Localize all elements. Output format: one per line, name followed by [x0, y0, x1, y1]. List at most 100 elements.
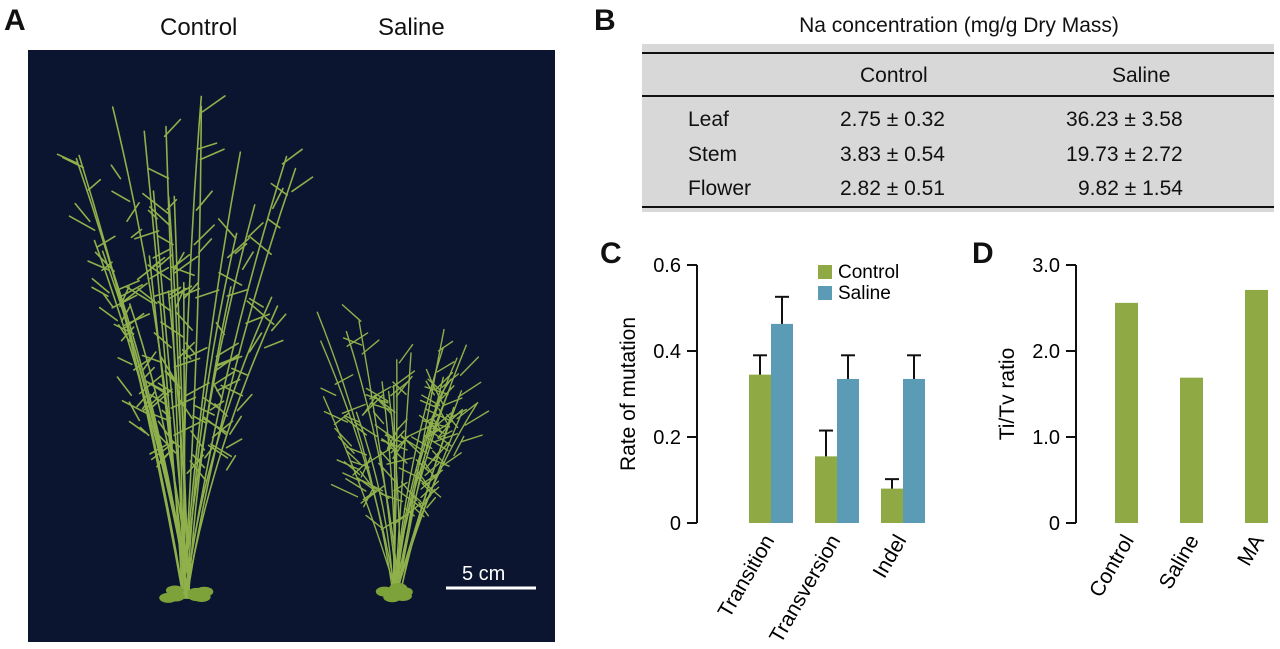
plant-branch — [425, 380, 435, 396]
y-axis-label-c: Rate of mutation — [617, 317, 640, 471]
plant-branch — [203, 416, 227, 436]
table-title: Na concentration (mg/g Dry Mass) — [799, 14, 1119, 37]
plant-branch — [248, 297, 264, 308]
bar-control-transversion — [815, 456, 837, 523]
plant-branch — [248, 332, 263, 353]
plant-stem — [182, 105, 203, 599]
plant-branch — [176, 341, 195, 360]
plant-stem — [185, 167, 297, 599]
table-row-label: Flower — [688, 177, 752, 200]
plant-branch — [149, 443, 169, 455]
plant-branch — [436, 361, 455, 373]
plant-branch — [361, 339, 380, 355]
plant-branch — [153, 287, 181, 298]
plant-branch — [157, 382, 174, 393]
plant-branch — [345, 449, 361, 465]
plant-branch — [172, 251, 185, 273]
plant-branch — [116, 376, 133, 397]
plant-stem — [392, 359, 398, 599]
legend-label-control: Control — [838, 262, 899, 283]
saline-plant-icon — [316, 304, 490, 603]
plant-branch — [437, 340, 454, 352]
plant-branch — [184, 342, 197, 356]
plant-branch — [102, 292, 115, 309]
table-header-saline: Saline — [1112, 64, 1171, 87]
plant-stem — [182, 151, 242, 599]
plant-stem — [101, 250, 188, 599]
plant-stem — [381, 381, 396, 599]
plant-branch — [197, 238, 213, 254]
plant-branch — [87, 260, 111, 272]
bar-saline — [1180, 377, 1203, 523]
plant-branch — [337, 435, 355, 454]
plant-branch — [264, 316, 275, 326]
plant-leaf — [393, 590, 412, 601]
legend-label-saline: Saline — [838, 283, 891, 304]
plant-branch — [427, 378, 442, 391]
plant-branch — [199, 148, 225, 161]
plant-stem — [165, 125, 186, 599]
plant-branch — [433, 433, 459, 443]
plant-branch — [204, 446, 214, 459]
bar-control-transition — [749, 374, 771, 523]
plant-branch — [425, 456, 450, 467]
panel-label-c: C — [600, 237, 622, 270]
plant-branch — [96, 235, 116, 248]
plant-branch — [404, 507, 415, 517]
plant-branch — [423, 428, 439, 438]
plant-branch — [431, 450, 445, 464]
x-tick-label-c: Transversion — [765, 531, 845, 647]
plant-branch — [111, 190, 131, 203]
plant-branch — [118, 283, 144, 299]
plant-branch — [87, 178, 102, 191]
plant-branch — [323, 410, 349, 423]
plant-branch — [423, 434, 449, 452]
plant-stem — [78, 154, 185, 599]
plant-branch — [149, 393, 168, 406]
plant-branch — [56, 153, 78, 164]
plant-branch — [263, 339, 284, 349]
plant-branch — [330, 483, 359, 498]
plant-branch — [425, 426, 452, 447]
plant-branch — [193, 224, 215, 246]
plant-stem — [316, 311, 395, 599]
y-tick-label-d: 2.0 — [1032, 341, 1060, 363]
photo-label-saline: Saline — [378, 14, 445, 41]
plant-photograph: 5 cm — [28, 50, 555, 642]
plant-branch — [342, 337, 363, 346]
plant-branch — [431, 416, 441, 430]
plant-branch — [270, 313, 287, 332]
plant-branch — [379, 450, 391, 463]
plant-branch — [343, 461, 361, 476]
y-tick-label-d: 0 — [1049, 513, 1060, 535]
plant-branch — [142, 351, 157, 371]
panel-label-b: B — [594, 4, 616, 37]
plant-branch — [138, 374, 163, 395]
plant-branch — [426, 496, 437, 509]
plant-branch — [432, 441, 450, 462]
plant-branch — [175, 287, 186, 309]
plant-branch — [175, 311, 194, 331]
plant-branch — [165, 370, 176, 381]
plant-branch — [136, 262, 160, 281]
plant-branch — [437, 430, 453, 439]
plant-branch — [457, 381, 482, 398]
plant-branch — [210, 443, 233, 458]
na-concentration-table: Control Saline Leaf 2.75 ± 0.32 36.23 ± … — [642, 44, 1274, 212]
table-header-control: Control — [860, 64, 928, 87]
plant-branch — [380, 493, 404, 503]
plant-branch — [415, 468, 430, 488]
plant-branch — [201, 396, 220, 409]
plant-branch — [192, 415, 208, 425]
plant-branch — [94, 251, 115, 273]
plant-branch — [170, 396, 197, 409]
table-header-rule — [642, 95, 1274, 97]
plant-branch — [393, 481, 408, 492]
plant-branch — [267, 218, 281, 229]
plant-branch — [214, 371, 235, 385]
plant-illustration: 5 cm — [56, 95, 536, 603]
plant-branch — [272, 187, 284, 210]
table-bottom-rule — [642, 206, 1274, 208]
plant-branch — [225, 454, 237, 471]
plant-branch — [386, 457, 414, 465]
